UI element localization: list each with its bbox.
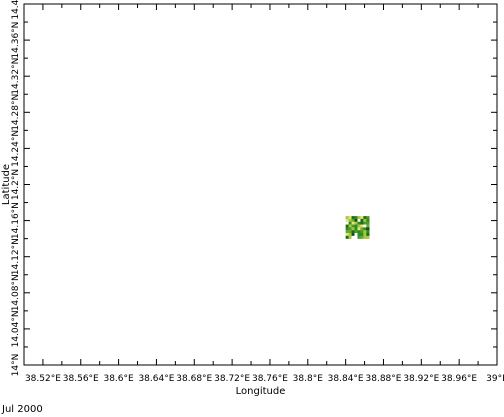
data-cell: [366, 235, 370, 239]
data-cell: [366, 221, 370, 225]
x-tick-label: 38.6°E: [103, 374, 134, 384]
x-tick-label: 38.72°E: [214, 374, 250, 384]
data-cell: [348, 221, 352, 225]
data-cell: [348, 216, 352, 220]
data-cell: [357, 216, 361, 220]
data-cell: [360, 235, 364, 239]
data-cell: [354, 233, 358, 237]
data-cell: [366, 218, 370, 222]
data-cell: [357, 235, 361, 239]
data-cell: [357, 233, 361, 237]
data-cell: [345, 235, 349, 239]
data-cell: [345, 230, 349, 234]
data-cell: [366, 230, 370, 234]
data-cell: [366, 233, 370, 237]
x-tick-label: 38.56°E: [63, 374, 99, 384]
y-tick-label: 14.2°N: [11, 169, 21, 200]
data-patch: [345, 216, 370, 239]
data-cell: [348, 230, 352, 234]
data-cell: [363, 235, 367, 239]
y-tick-label: 14.08°N: [11, 274, 21, 311]
y-tick-label: 14.12°N: [11, 238, 21, 275]
x-tick-label: 38.88°E: [366, 374, 402, 384]
y-tick-label: 14.24°N: [11, 130, 21, 167]
data-cell: [348, 227, 352, 231]
data-cell: [357, 221, 361, 225]
x-tick-label: 38.84°E: [328, 374, 364, 384]
data-cell: [366, 227, 370, 231]
data-cell: [354, 218, 358, 222]
date-label: Jul 2000: [2, 404, 43, 415]
data-cell: [366, 224, 370, 228]
data-cell: [354, 216, 358, 220]
data-cell: [363, 221, 367, 225]
data-cell: [363, 227, 367, 231]
data-cell: [360, 221, 364, 225]
data-cell: [363, 216, 367, 220]
x-tick-label: 38.96°E: [441, 374, 477, 384]
data-cell: [351, 233, 355, 237]
y-tick-label: 14°N: [11, 354, 21, 377]
data-cell: [357, 224, 361, 228]
data-cell: [348, 224, 352, 228]
x-tick-label: 39°E: [486, 374, 504, 384]
y-tick-label: 14.04°N: [11, 310, 21, 347]
data-cell: [345, 233, 349, 237]
data-cell: [354, 235, 358, 239]
data-cell: [360, 233, 364, 237]
data-cell: [363, 233, 367, 237]
x-tick-label: 38.8°E: [293, 374, 324, 384]
data-cell: [345, 216, 349, 220]
data-cell: [357, 218, 361, 222]
data-cell: [348, 233, 352, 237]
data-cell: [351, 224, 355, 228]
x-axis-ticks: 38.52°E 38.56°E 38.6°E 38.64°E 38.68°E 38.72°…: [23, 4, 504, 384]
x-tick-label: 38.52°E: [25, 374, 61, 384]
x-tick-label: 38.76°E: [252, 374, 288, 384]
data-cell: [360, 224, 364, 228]
x-axis-label: Longitude: [236, 386, 286, 397]
data-cell: [354, 221, 358, 225]
y-tick-label: 14.4°N: [11, 0, 21, 20]
data-cell: [345, 224, 349, 228]
data-cell: [360, 230, 364, 234]
y-tick-label: 14.36°N: [11, 22, 21, 59]
data-cell: [348, 218, 352, 222]
data-cell: [360, 227, 364, 231]
data-cell: [351, 235, 355, 239]
data-cell: [345, 221, 349, 225]
y-tick-label: 14.28°N: [11, 94, 21, 131]
x-tick-label: 38.92°E: [403, 374, 439, 384]
data-cell: [354, 224, 358, 228]
data-cell: [345, 218, 349, 222]
data-cell: [351, 230, 355, 234]
data-cell: [360, 218, 364, 222]
plot-frame: [23, 3, 498, 366]
data-cell: [354, 230, 358, 234]
data-cell: [363, 218, 367, 222]
x-tick-label: 38.68°E: [176, 374, 212, 384]
y-axis-ticks: 14°N 14.04°N14.08°N14.12°N14.16°N 14.2°N 14…: [11, 0, 497, 376]
y-tick-label: 14.16°N: [11, 202, 21, 239]
data-cell: [351, 221, 355, 225]
data-cell: [366, 216, 370, 220]
data-cell: [354, 227, 358, 231]
data-cell: [363, 224, 367, 228]
data-cell: [348, 235, 352, 239]
data-cell: [363, 230, 367, 234]
data-cell: [351, 218, 355, 222]
data-cell: [351, 216, 355, 220]
data-cell: [360, 216, 364, 220]
x-tick-label: 38.64°E: [138, 374, 174, 384]
y-tick-label: 14.32°N: [11, 58, 21, 95]
data-cell: [351, 227, 355, 231]
data-cell: [345, 227, 349, 231]
data-cell: [357, 227, 361, 231]
data-cell: [357, 230, 361, 234]
y-axis-label: Latitude: [1, 164, 12, 205]
